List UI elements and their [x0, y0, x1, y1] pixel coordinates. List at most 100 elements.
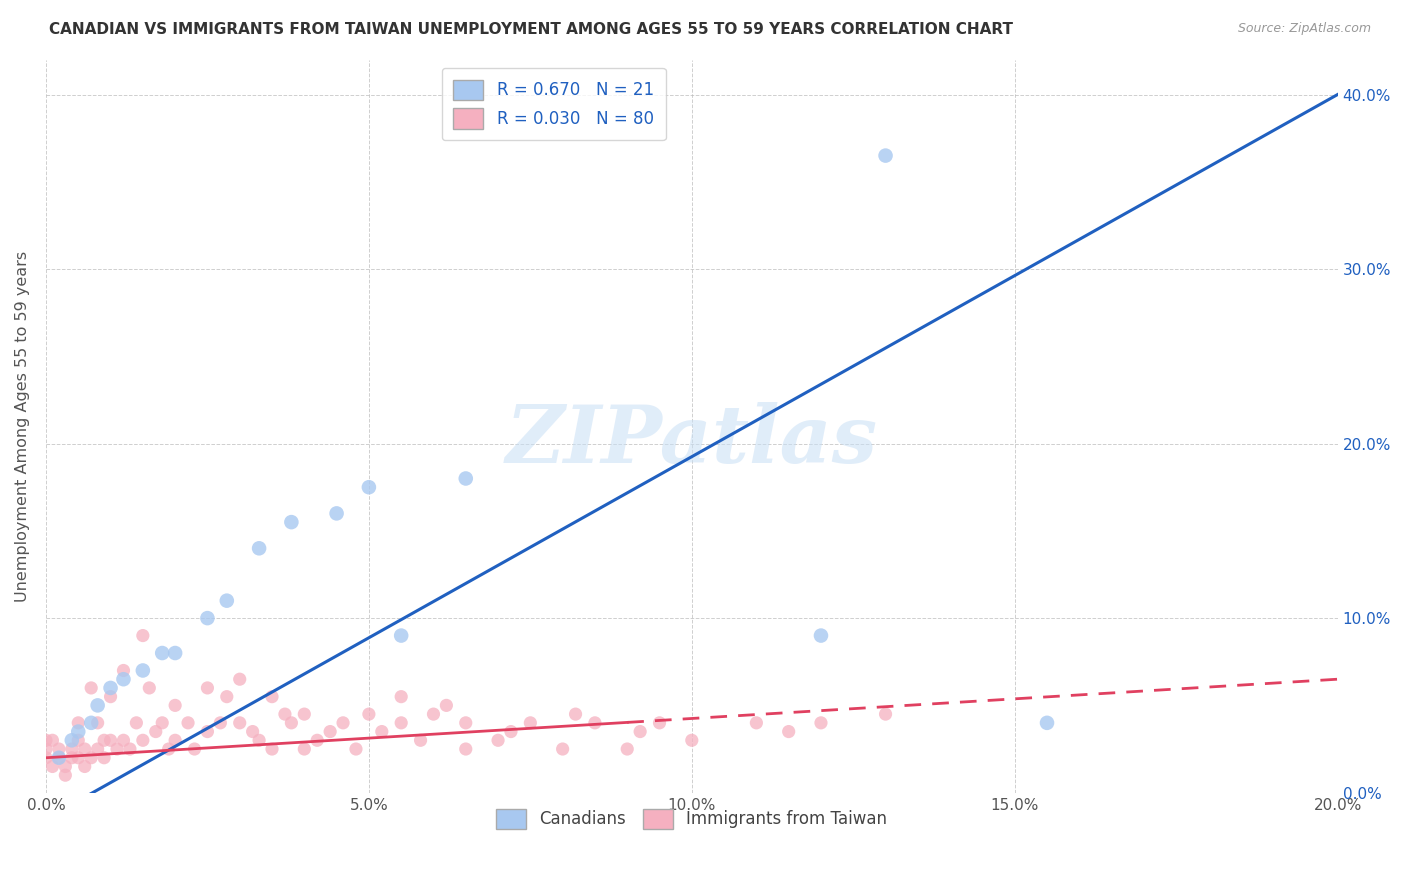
- Point: [165, 698, 187, 713]
- Point: [274, 707, 297, 722]
- Point: [745, 715, 768, 730]
- Point: [145, 724, 167, 739]
- Point: [486, 733, 509, 747]
- Point: [100, 690, 122, 704]
- Point: [247, 541, 270, 556]
- Point: [100, 733, 122, 747]
- Point: [86, 698, 108, 713]
- Point: [280, 715, 302, 730]
- Point: [344, 742, 367, 756]
- Point: [409, 733, 432, 747]
- Point: [564, 707, 586, 722]
- Point: [260, 690, 283, 704]
- Point: [197, 681, 219, 695]
- Point: [371, 724, 394, 739]
- Point: [583, 715, 606, 730]
- Point: [41, 759, 63, 773]
- Point: [165, 733, 187, 747]
- Point: [209, 715, 232, 730]
- Point: [53, 768, 76, 782]
- Point: [48, 750, 70, 764]
- Point: [280, 515, 302, 529]
- Point: [60, 733, 83, 747]
- Point: [35, 750, 58, 764]
- Point: [86, 715, 108, 730]
- Point: [183, 742, 205, 756]
- Point: [177, 715, 200, 730]
- Point: [105, 742, 128, 756]
- Point: [100, 681, 122, 695]
- Point: [454, 715, 477, 730]
- Point: [681, 733, 703, 747]
- Point: [60, 742, 83, 756]
- Point: [422, 707, 444, 722]
- Point: [875, 707, 897, 722]
- Point: [53, 759, 76, 773]
- Point: [73, 742, 96, 756]
- Text: ZIPatlas: ZIPatlas: [506, 402, 877, 480]
- Point: [112, 733, 135, 747]
- Point: [86, 742, 108, 756]
- Point: [197, 724, 219, 739]
- Point: [228, 715, 250, 730]
- Point: [157, 742, 180, 756]
- Point: [60, 750, 83, 764]
- Point: [389, 629, 412, 643]
- Point: [132, 733, 155, 747]
- Point: [389, 715, 412, 730]
- Point: [35, 742, 58, 756]
- Point: [48, 750, 70, 764]
- Point: [35, 733, 58, 747]
- Y-axis label: Unemployment Among Ages 55 to 59 years: Unemployment Among Ages 55 to 59 years: [15, 251, 30, 602]
- Point: [228, 672, 250, 686]
- Point: [132, 664, 155, 678]
- Point: [499, 724, 522, 739]
- Point: [197, 611, 219, 625]
- Point: [41, 733, 63, 747]
- Point: [810, 715, 832, 730]
- Point: [357, 707, 380, 722]
- Legend: Canadians, Immigrants from Taiwan: Canadians, Immigrants from Taiwan: [489, 802, 894, 836]
- Point: [1036, 715, 1059, 730]
- Point: [93, 733, 115, 747]
- Point: [150, 646, 173, 660]
- Point: [778, 724, 800, 739]
- Point: [875, 148, 897, 162]
- Point: [165, 646, 187, 660]
- Point: [307, 733, 329, 747]
- Point: [242, 724, 264, 739]
- Point: [810, 629, 832, 643]
- Point: [247, 733, 270, 747]
- Point: [357, 480, 380, 494]
- Point: [292, 742, 315, 756]
- Point: [628, 724, 651, 739]
- Text: Source: ZipAtlas.com: Source: ZipAtlas.com: [1237, 22, 1371, 36]
- Point: [67, 733, 90, 747]
- Point: [67, 750, 90, 764]
- Point: [389, 690, 412, 704]
- Point: [332, 715, 354, 730]
- Point: [215, 593, 238, 607]
- Point: [325, 507, 347, 521]
- Point: [93, 750, 115, 764]
- Point: [454, 742, 477, 756]
- Point: [292, 707, 315, 722]
- Point: [648, 715, 671, 730]
- Point: [434, 698, 457, 713]
- Point: [118, 742, 141, 756]
- Point: [454, 471, 477, 485]
- Point: [519, 715, 541, 730]
- Point: [125, 715, 148, 730]
- Point: [150, 715, 173, 730]
- Point: [112, 672, 135, 686]
- Point: [112, 664, 135, 678]
- Point: [551, 742, 574, 756]
- Point: [67, 715, 90, 730]
- Point: [67, 724, 90, 739]
- Point: [80, 750, 103, 764]
- Point: [73, 759, 96, 773]
- Point: [138, 681, 160, 695]
- Point: [80, 681, 103, 695]
- Point: [132, 629, 155, 643]
- Point: [48, 742, 70, 756]
